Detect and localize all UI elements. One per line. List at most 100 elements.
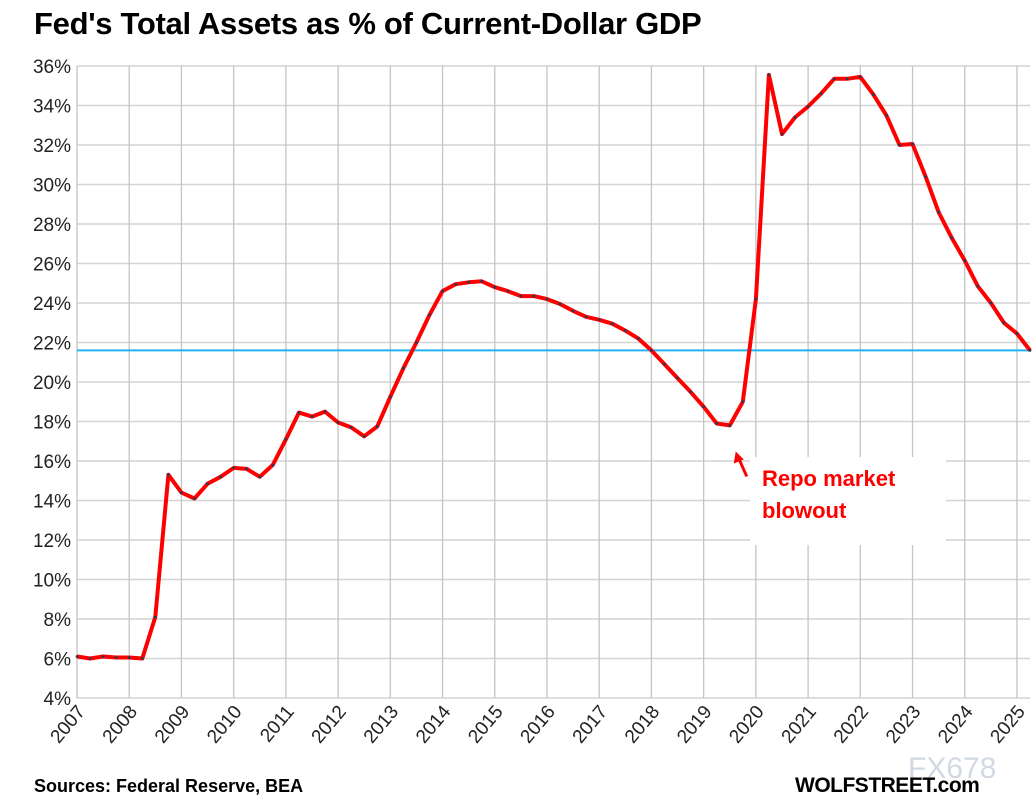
chart-title: Fed's Total Assets as % of Current-Dolla…	[34, 6, 702, 41]
data-point	[284, 437, 288, 441]
grid	[76, 65, 1030, 699]
y-tick-label: 32%	[33, 136, 71, 157]
data-point	[767, 73, 771, 77]
data-point	[193, 497, 196, 500]
y-tick-label: 20%	[33, 373, 71, 394]
y-tick-label: 10%	[33, 571, 71, 592]
x-tick-label: 2018	[621, 702, 664, 748]
data-point	[636, 337, 640, 340]
data-point	[663, 362, 666, 366]
data-point	[950, 236, 954, 240]
y-tick-label: 4%	[44, 689, 72, 710]
data-point	[153, 615, 157, 619]
annotation-line-2: blowout	[762, 498, 847, 523]
data-point	[1028, 349, 1032, 352]
data-point	[898, 143, 901, 147]
data-point	[336, 421, 340, 424]
data-point	[271, 463, 275, 467]
data-point	[323, 410, 327, 414]
data-point	[75, 655, 79, 658]
data-point	[911, 142, 914, 146]
x-tick-label: 2016	[517, 702, 560, 748]
x-tick-label: 2023	[882, 702, 925, 748]
x-axis: 2007 2008 2009 2010 2011 2012 2013 2014 2015 2016…	[47, 701, 1030, 747]
y-tick-label: 16%	[33, 452, 71, 473]
data-point	[349, 426, 353, 429]
data-point	[702, 405, 706, 409]
x-tick-label: 2020	[725, 702, 768, 748]
data-point	[832, 77, 836, 81]
data-point	[845, 77, 849, 81]
data-point	[545, 297, 549, 301]
data-point	[924, 175, 927, 179]
data-point	[650, 349, 653, 352]
y-tick-label: 36%	[33, 57, 71, 78]
brand-logo: WOLFSTREET.com	[795, 774, 980, 797]
data-point	[140, 657, 144, 660]
data-point	[793, 115, 797, 119]
data-point	[219, 475, 223, 479]
sources-note: Sources: Federal Reserve, BEA	[34, 776, 304, 796]
data-point	[806, 105, 810, 108]
x-tick-label: 2010	[203, 702, 246, 748]
y-tick-label: 12%	[33, 531, 71, 552]
x-tick-label: 2025	[987, 702, 1030, 748]
data-point	[297, 411, 301, 415]
data-point	[532, 294, 536, 298]
data-point	[584, 315, 588, 319]
x-tick-label: 2024	[934, 701, 978, 747]
data-point	[388, 395, 392, 399]
x-tick-label: 2012	[308, 702, 351, 748]
annotation-box: Repo market blowout	[750, 457, 946, 545]
data-point	[415, 341, 418, 344]
y-tick-label: 30%	[33, 176, 71, 197]
y-tick-label: 34%	[33, 97, 71, 118]
data-point	[754, 297, 758, 301]
data-point	[506, 289, 510, 293]
series	[75, 72, 1032, 661]
data-point	[101, 655, 105, 658]
data-point	[741, 400, 745, 404]
data-point	[623, 329, 627, 333]
data-point	[88, 657, 92, 660]
data-point	[493, 285, 497, 289]
y-tick-label: 28%	[33, 215, 71, 236]
data-point	[871, 93, 875, 97]
data-point	[610, 322, 614, 326]
data-point	[441, 289, 444, 293]
data-point	[963, 259, 967, 262]
watermark: FX678	[908, 752, 997, 785]
y-tick-label: 24%	[33, 294, 71, 315]
data-point	[454, 282, 457, 286]
data-point	[780, 132, 784, 136]
arrow-shaft	[737, 457, 749, 478]
data-point	[689, 390, 692, 394]
annotation-text: Repo market blowout	[762, 463, 942, 527]
data-point	[258, 475, 262, 479]
data-point	[401, 366, 405, 370]
data-point	[989, 301, 993, 305]
x-tick-label: 2021	[778, 702, 821, 748]
x-tick-label: 2009	[151, 702, 194, 748]
annotation-line-1: Repo market	[762, 466, 896, 491]
data-point	[480, 279, 484, 283]
data-point	[885, 113, 888, 117]
data-point	[180, 491, 183, 494]
data-point	[819, 92, 823, 96]
data-point	[232, 466, 236, 470]
y-tick-label: 6%	[44, 650, 72, 671]
y-tick-label: 26%	[33, 255, 71, 276]
data-point	[467, 280, 471, 284]
data-point	[715, 422, 719, 425]
x-tick-label: 2008	[99, 702, 142, 748]
data-point	[1002, 321, 1006, 325]
series-line	[76, 72, 1032, 661]
data-point	[858, 75, 862, 79]
annotation-arrow	[733, 451, 749, 478]
data-point	[127, 656, 131, 659]
data-point	[676, 376, 679, 380]
y-tick-label: 22%	[33, 334, 71, 355]
y-axis: 4% 6% 8% 10% 12% 14% 16% 18% 20% 22% 24% 26% 28% 30% 3…	[33, 57, 71, 710]
data-point	[362, 434, 366, 438]
